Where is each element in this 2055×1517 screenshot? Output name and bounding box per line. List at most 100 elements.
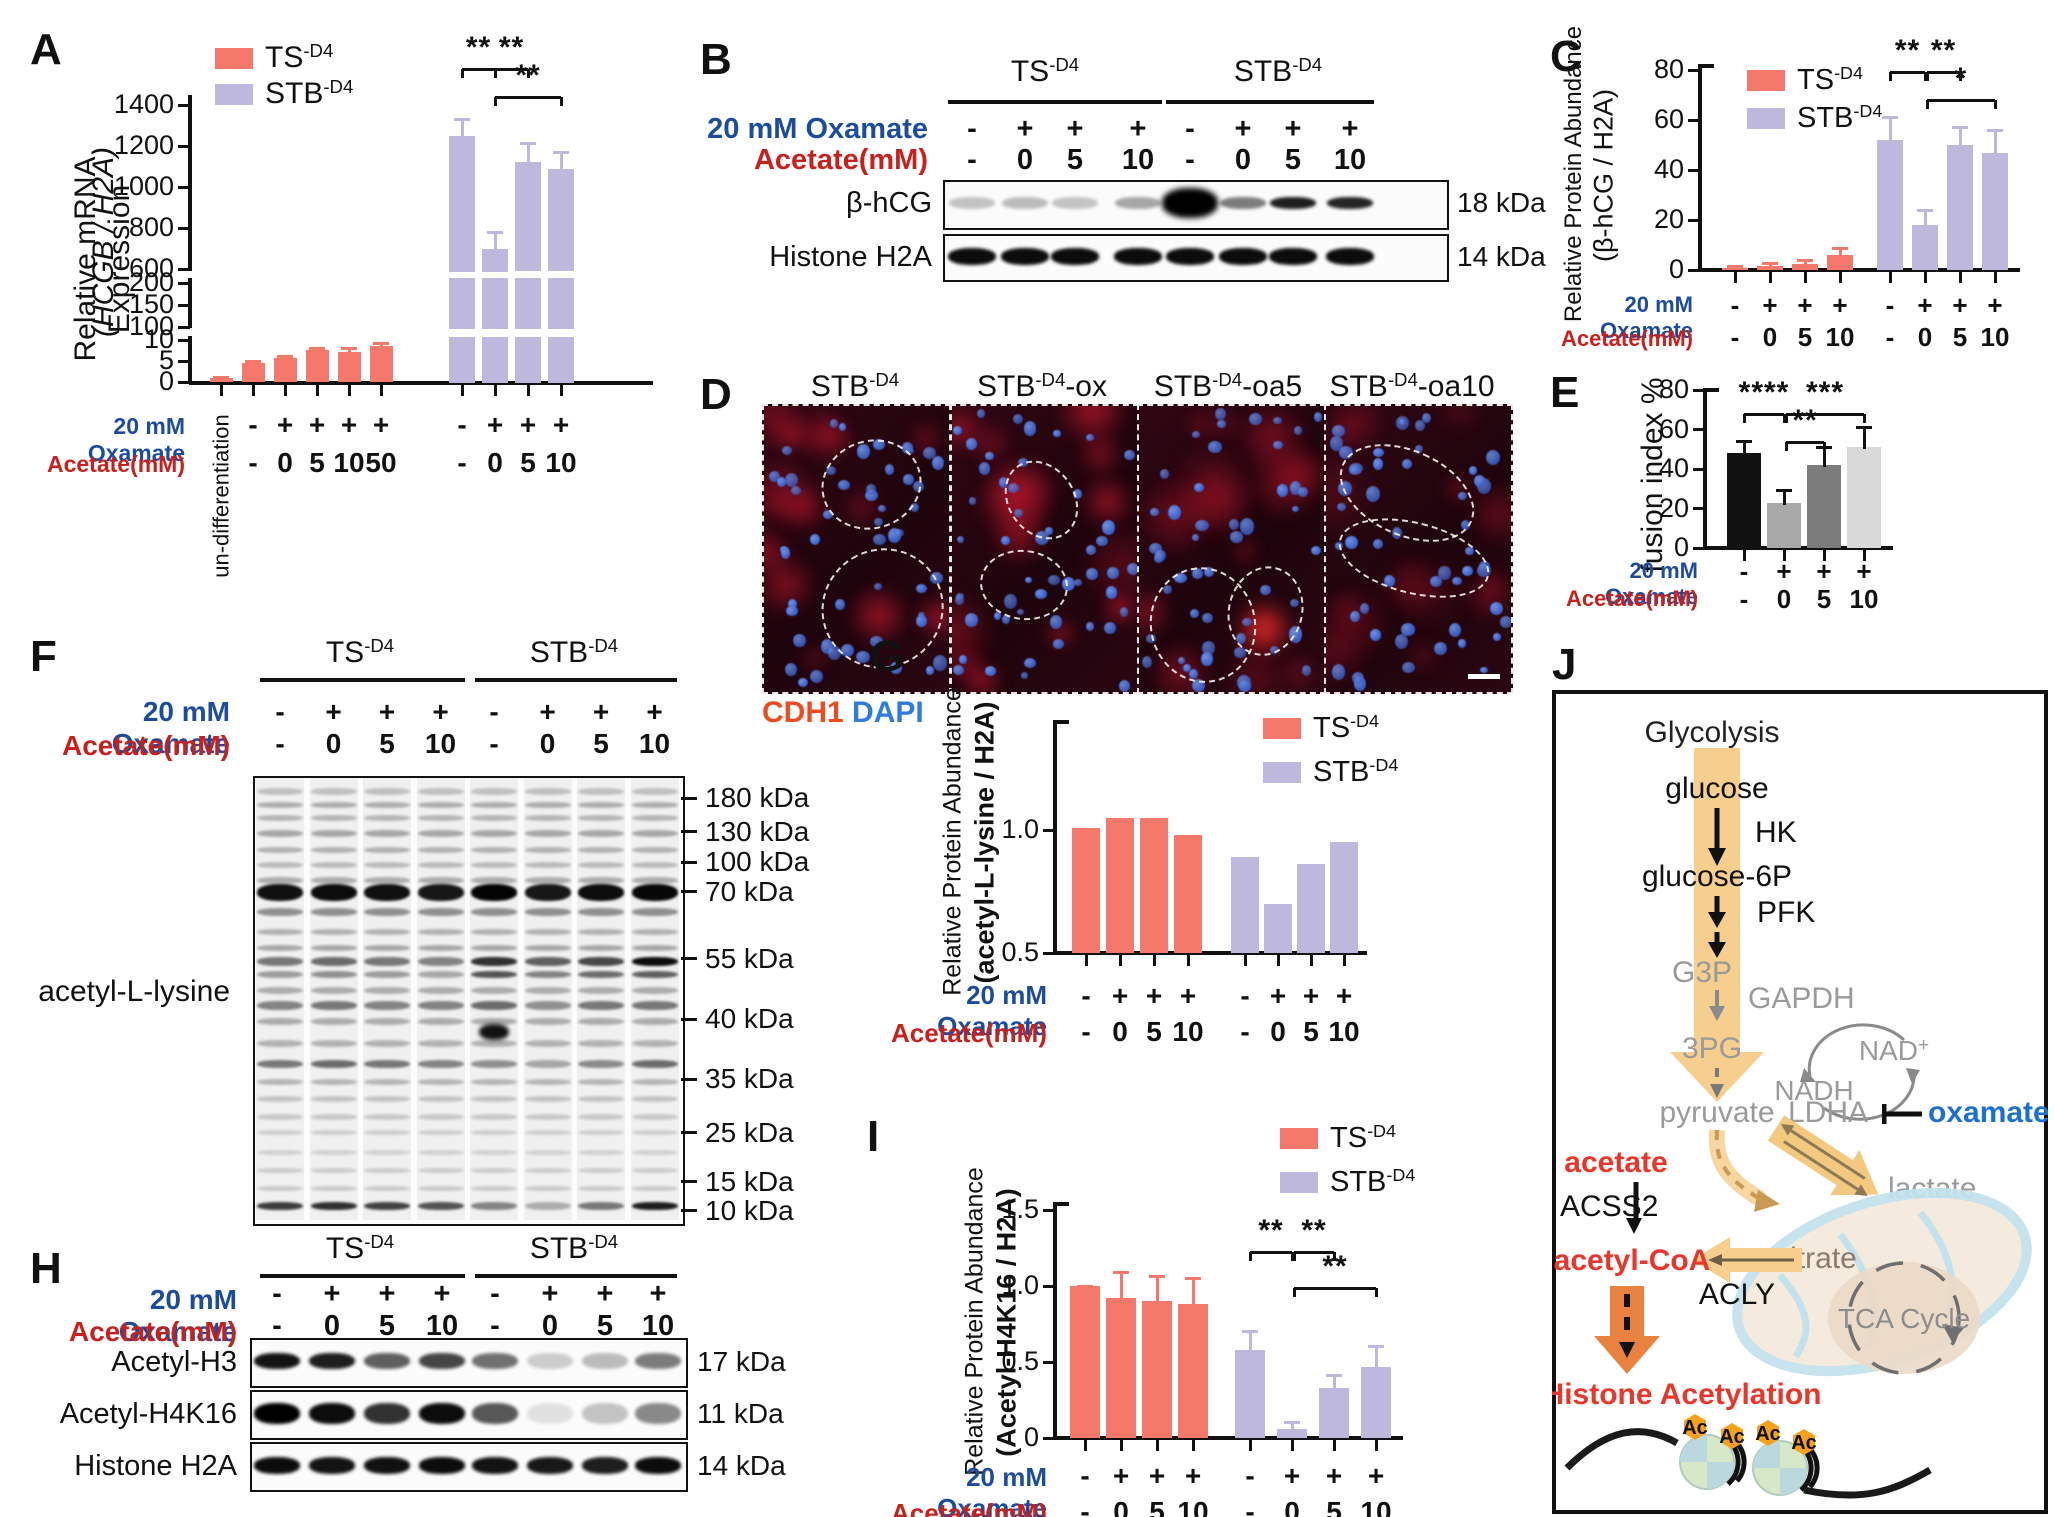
dapi-nucleus [1034,589,1047,599]
x-symbol: 10 [1172,1016,1204,1047]
y-tick-label: 5 [158,345,174,375]
line [526,143,530,165]
dapi-nucleus [1310,545,1322,556]
x-symbol: + [432,696,449,727]
dapi-nucleus [1449,623,1462,637]
panel-i-legend-stb: STB-D4 [1280,1165,1415,1199]
dapi-nucleus [1126,562,1137,576]
bar [515,277,541,329]
x-symbol: + [649,1278,667,1310]
dapi-nucleus [1074,578,1083,586]
dapi-nucleus [969,497,977,505]
x-symbol: + [1335,980,1353,1011]
y-tick-label: 1.0 [1001,1270,1039,1300]
line [460,119,464,138]
line [1053,1202,1057,1440]
span: TS [325,636,365,669]
span: -D4 [1035,368,1066,390]
span: -oa10 [1417,370,1495,403]
x-symbol: + [378,696,396,727]
blot-band [417,944,464,951]
blot-band [631,908,678,917]
dapi-nucleus [1270,645,1280,655]
bar [482,336,508,383]
blot-band [1326,247,1374,265]
dapi-nucleus [1468,466,1477,475]
dapi-nucleus [1145,634,1157,643]
dapi-nucleus [1053,429,1061,437]
line [681,1209,697,1213]
cdh1-stain [1246,442,1324,521]
dapi-nucleus [977,409,985,419]
x-symbol: 5 [1952,322,1968,352]
line [493,97,497,106]
line [462,67,495,71]
blot-band [471,1096,517,1103]
dapi-nucleus [1383,574,1396,588]
blot-band [364,830,410,838]
x-symbol: - [272,1310,282,1342]
tca-cycle-arrow-head [1942,1324,1964,1342]
dna-strand-left [1564,1428,1679,1471]
x-symbol: 0 [1270,1016,1286,1047]
blot-band [631,801,678,808]
line [1744,412,1784,416]
blot-band [471,1040,517,1048]
dapi-nucleus [878,504,886,512]
line [681,1180,697,1184]
blot-band [471,986,517,994]
panel-g-legend-stb: STB-D4 [1263,755,1398,789]
blot-band [524,788,571,796]
line [1688,68,1700,72]
blot-band [257,862,303,869]
blot-band [257,1150,303,1156]
panel-i-letter: I [867,1112,880,1161]
dapi-nucleus [1235,633,1247,645]
line [1185,1276,1201,1280]
x-symbol: - [275,696,285,727]
blot-band [364,956,410,966]
blot-band [417,1059,464,1068]
x-symbol: 5 [1797,322,1813,352]
blot-band [257,1059,303,1068]
x-symbol: 10 [638,728,671,759]
blot-band [364,1456,410,1474]
span: -D4 [1367,1121,1397,1142]
blot-band [524,877,571,885]
dapi-nucleus [1174,572,1187,584]
span: -D4 [303,39,334,61]
line [526,69,530,78]
dapi-nucleus [1047,575,1060,586]
blot-band [578,1186,624,1192]
blot-band [417,956,464,966]
span: STB [529,636,589,669]
blot-band [419,1402,465,1424]
dapi-nucleus [1359,603,1369,614]
blot-band [471,970,517,978]
x-symbol: 10 [641,1310,675,1342]
dapi-nucleus [1014,508,1023,518]
dapi-nucleus [793,633,806,648]
blot-band [471,862,517,869]
x-symbol: - [1885,290,1895,320]
dapi-nucleus [864,489,878,502]
legend-label-stb: STB-D4 [1797,101,1882,135]
line [1043,828,1055,832]
blot-band [417,1001,464,1011]
blot-band [471,929,517,936]
blot-band [310,1040,357,1048]
blot-band [471,1186,517,1192]
dapi-nucleus [1085,622,1095,631]
cdh1-stain [959,658,1004,692]
dapi-nucleus [1401,458,1413,469]
bright-cell [1234,601,1294,656]
blot-band [631,1001,678,1011]
span: TS [1313,712,1351,744]
y-tick-label: 0.5 [1001,1346,1039,1376]
blot-band [578,862,624,869]
blot-band [310,956,357,966]
blot-band [364,846,410,853]
blot-band [364,1402,410,1424]
x-symbol: 10 [333,447,365,478]
x-symbol: 10 [1328,1016,1360,1047]
